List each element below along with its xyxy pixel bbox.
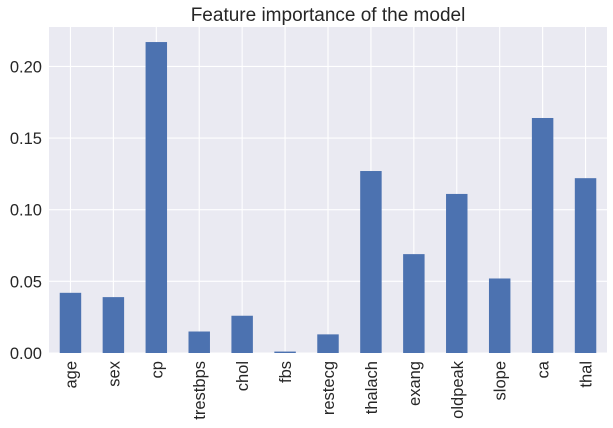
bar-oldpeak [446, 193, 468, 353]
bar-fbs [274, 351, 296, 353]
bar-thalach [360, 171, 382, 353]
x-tick-label: chol [234, 361, 252, 391]
x-tick-label: fbs [277, 361, 295, 383]
x-tick-label: slope [492, 361, 510, 400]
x-tick-label: restecg [320, 361, 338, 415]
bar-restecg [317, 334, 339, 353]
chart-title: Feature importance of the model [191, 5, 466, 26]
bar-ca [531, 117, 554, 353]
x-tick-label: trestbps [191, 361, 209, 420]
y-tick-label: 0.10 [10, 202, 42, 220]
bar-cp [145, 42, 168, 354]
x-tick-label: ca [535, 360, 553, 378]
x-tick-label: oldpeak [449, 360, 467, 419]
x-tick-label: sex [105, 360, 123, 386]
y-tick-label: 0.20 [10, 58, 42, 76]
bar-exang [403, 254, 425, 353]
x-tick-label: cp [148, 361, 166, 378]
bars [59, 42, 597, 354]
bar-sex [102, 297, 125, 353]
bar-thal [574, 178, 597, 353]
y-tick-label: 0.00 [10, 345, 42, 363]
bar-slope [488, 278, 511, 353]
bar-trestbps [188, 331, 210, 353]
x-tick-label: thalach [363, 361, 381, 414]
x-tick-label: thal [578, 361, 596, 388]
y-tick-label: 0.05 [10, 273, 42, 291]
bar-age [59, 292, 82, 353]
y-tick-label: 0.15 [10, 130, 42, 148]
y-axis-ticks: 0.00 0.05 0.10 0.15 0.20 [10, 58, 42, 363]
x-tick-label: age [62, 361, 80, 389]
bar-chol [231, 315, 253, 353]
x-tick-label: exang [406, 361, 424, 406]
x-axis-ticks: age sex cp trestbps chol fbs restecg thalach exa… [62, 360, 595, 420]
